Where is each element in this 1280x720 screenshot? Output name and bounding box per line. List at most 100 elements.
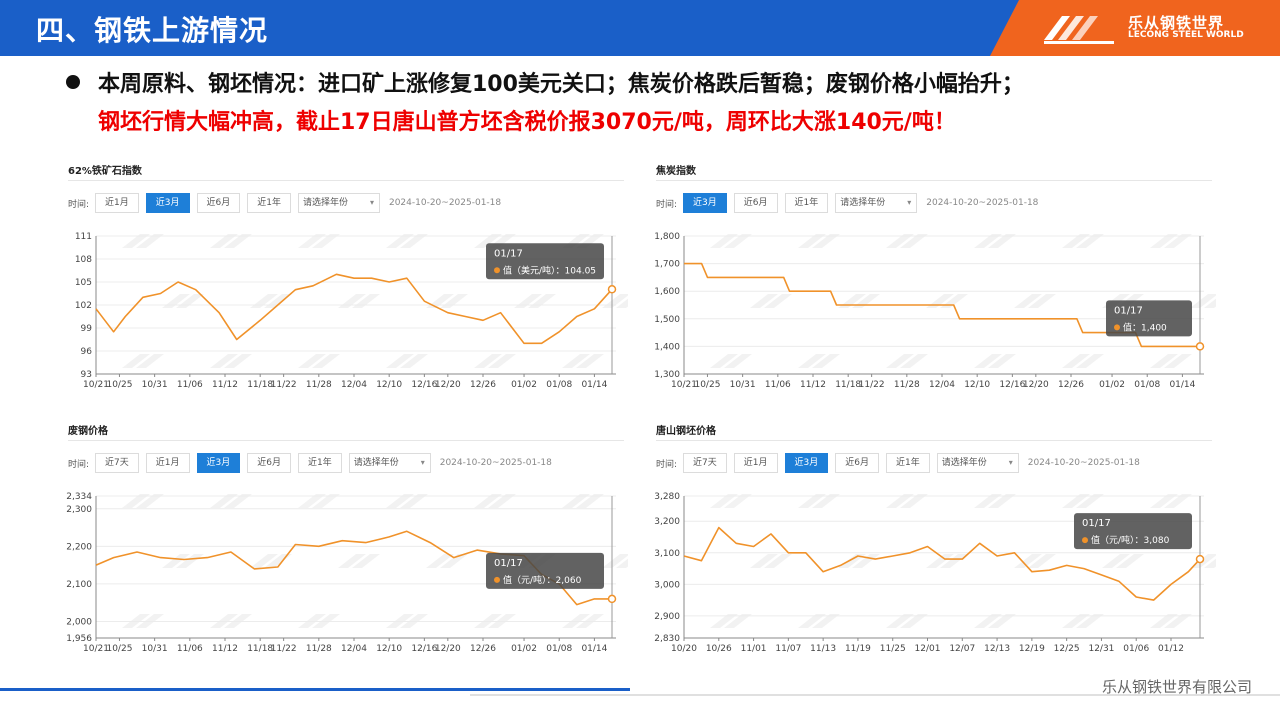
last-point-marker[interactable] (607, 285, 617, 294)
series-line (95, 273, 613, 345)
scrap-steel-price-panel: 废钢价格 时间: 近7天 近1月 近3月 近6月 近1年 请选择年份 ▾ 2024-10-20~2… (62, 420, 628, 670)
y-tick-label: 2,334 (66, 492, 92, 502)
year-select[interactable]: 请选择年份 ▾ (297, 193, 380, 213)
date-range-text: 2024-10-20~2025-01-18 (926, 198, 1039, 208)
range-button-2[interactable]: 近3月 (196, 453, 241, 473)
chart-tooltip: 01/17 值（美元/吨）：104.05 (486, 243, 604, 280)
last-point-marker[interactable] (1195, 342, 1205, 351)
y-tick-label: 93 (81, 370, 92, 380)
tooltip-date: 01/17 (494, 558, 523, 569)
y-tick-label: 1,800 (654, 232, 680, 242)
x-tick-label: 11/13 (810, 644, 836, 654)
x-tick-label: 12/16 (999, 380, 1025, 390)
range-button-0[interactable]: 近3月 (683, 193, 727, 213)
watermark-pattern (710, 494, 1216, 628)
y-tick-label: 1,956 (66, 634, 92, 644)
tooltip-label: 值： (1123, 321, 1141, 333)
x-tick-label: 11/06 (177, 644, 203, 654)
y-tick-label: 3,000 (654, 580, 680, 590)
x-tick-label: 10/25 (106, 380, 132, 390)
year-select[interactable]: 请选择年份 ▾ (936, 453, 1019, 473)
range-button-1[interactable]: 近3月 (145, 193, 190, 213)
panel-title-divider (68, 440, 624, 441)
range-button-0[interactable]: 近1月 (95, 193, 139, 213)
coke-index-panel: 焦炭指数 时间: 近3月 近6月 近1年 请选择年份 ▾ 2024-10-20~2025-01… (650, 160, 1216, 408)
x-tick-label: 12/26 (1058, 380, 1084, 390)
range-button-3[interactable]: 近6月 (835, 453, 879, 473)
bullet-dot (66, 75, 80, 89)
range-button-4[interactable]: 近1年 (885, 453, 930, 473)
year-select[interactable]: 请选择年份 ▾ (348, 453, 431, 473)
line-chart: 2,830 2,900 3,000 3,100 3,200 3,280 10/20 10/26… (654, 492, 1216, 654)
x-tick-label: 10/25 (694, 380, 720, 390)
x-tick-label: 10/20 (671, 644, 697, 654)
x-tick-label: 11/25 (880, 644, 906, 654)
x-tick-label: 12/26 (470, 380, 496, 390)
company-logo: 乐从钢铁世界 LECONG STEEL WORLD (1040, 10, 1250, 46)
range-button-2[interactable]: 近6月 (196, 193, 241, 213)
x-tick-label: 10/31 (142, 380, 168, 390)
x-tick-label: 12/20 (1023, 380, 1049, 390)
x-tick-label: 10/21 (671, 380, 697, 390)
x-tick-label: 12/19 (1019, 644, 1045, 654)
date-range-text: 2024-10-20~2025-01-18 (439, 458, 552, 468)
x-tick-label: 11/28 (306, 644, 332, 654)
range-button-2[interactable]: 近1年 (784, 193, 829, 213)
year-select-placeholder: 请选择年份 (302, 198, 348, 208)
chart-tooltip: 01/17 值（元/吨）：3,080 (1074, 513, 1192, 550)
range-button-1[interactable]: 近1月 (145, 453, 190, 473)
x-tick-label: 12/10 (376, 380, 402, 390)
footer-blue-line (0, 688, 630, 691)
tooltip-series-dot (494, 576, 500, 583)
tooltip-value-row: 值（美元/吨）：104.05 (503, 264, 596, 276)
x-tick-label: 01/08 (546, 644, 572, 654)
year-select[interactable]: 请选择年份 ▾ (835, 193, 918, 213)
x-tick-label: 01/14 (581, 380, 607, 390)
range-button-3[interactable]: 近6月 (247, 453, 291, 473)
range-button-4[interactable]: 近1年 (297, 453, 342, 473)
y-tick-label: 2,200 (66, 542, 92, 552)
range-button-3[interactable]: 近1年 (247, 193, 291, 213)
range-button-0[interactable]: 近7天 (95, 453, 139, 473)
line-chart: 1,300 1,400 1,500 1,600 1,700 1,800 10/2110/25… (654, 232, 1216, 390)
x-tick-label: 11/01 (741, 644, 767, 654)
y-tick-label: 1,600 (654, 287, 680, 297)
time-controls: 时间: 近1月 近3月 近6月 近1年 请选择年份 ▾ 2024-10-20~2025-01-… (68, 193, 501, 213)
x-tick-label: 11/06 (765, 380, 791, 390)
y-tick-label: 2,900 (654, 612, 680, 622)
last-point-marker[interactable] (607, 594, 617, 604)
tooltip-date: 01/17 (494, 248, 523, 259)
logo-text-en: LECONG STEEL WORLD (1128, 30, 1244, 40)
x-tick-label: 11/12 (212, 380, 238, 390)
x-tick-label: 12/10 (964, 380, 990, 390)
x-tick-label: 01/02 (511, 644, 537, 654)
y-tick-label: 2,000 (66, 617, 92, 627)
x-tick-label: 12/04 (341, 644, 367, 654)
panel-title: 唐山钢坯价格 (656, 426, 716, 437)
x-tick-label: 01/02 (1099, 380, 1125, 390)
x-tick-label: 12/26 (470, 644, 496, 654)
last-point-marker[interactable] (1195, 554, 1205, 564)
tooltip-series-dot (1114, 324, 1120, 331)
x-tick-label: 10/31 (142, 644, 168, 654)
x-tick-label: 12/31 (1088, 644, 1114, 654)
x-tick-label: 12/07 (949, 644, 975, 654)
range-button-1[interactable]: 近1月 (733, 453, 778, 473)
steel-world-logo-icon (1044, 16, 1114, 44)
date-range-text: 2024-10-20~2025-01-18 (1027, 458, 1140, 468)
range-button-2[interactable]: 近3月 (784, 453, 829, 473)
time-label: 时间: (68, 199, 90, 210)
range-button-0[interactable]: 近7天 (683, 453, 727, 473)
year-select-placeholder: 请选择年份 (353, 458, 399, 468)
chart-tooltip: 01/17 值：1,400 (1106, 300, 1192, 337)
tooltip-series-dot (1082, 537, 1088, 544)
chart-tooltip: 01/17 值（元/吨）：2,060 (486, 552, 604, 589)
x-tick-label: 11/18 (835, 380, 861, 390)
time-controls: 时间: 近3月 近6月 近1年 请选择年份 ▾ 2024-10-20~2025-01-18 (656, 193, 1039, 213)
y-tick-label: 3,280 (654, 492, 680, 502)
x-tick-label: 12/20 (435, 644, 461, 654)
range-button-1[interactable]: 近6月 (733, 193, 778, 213)
y-tick-label: 2,300 (66, 505, 92, 515)
x-tick-label: 11/18 (247, 644, 273, 654)
